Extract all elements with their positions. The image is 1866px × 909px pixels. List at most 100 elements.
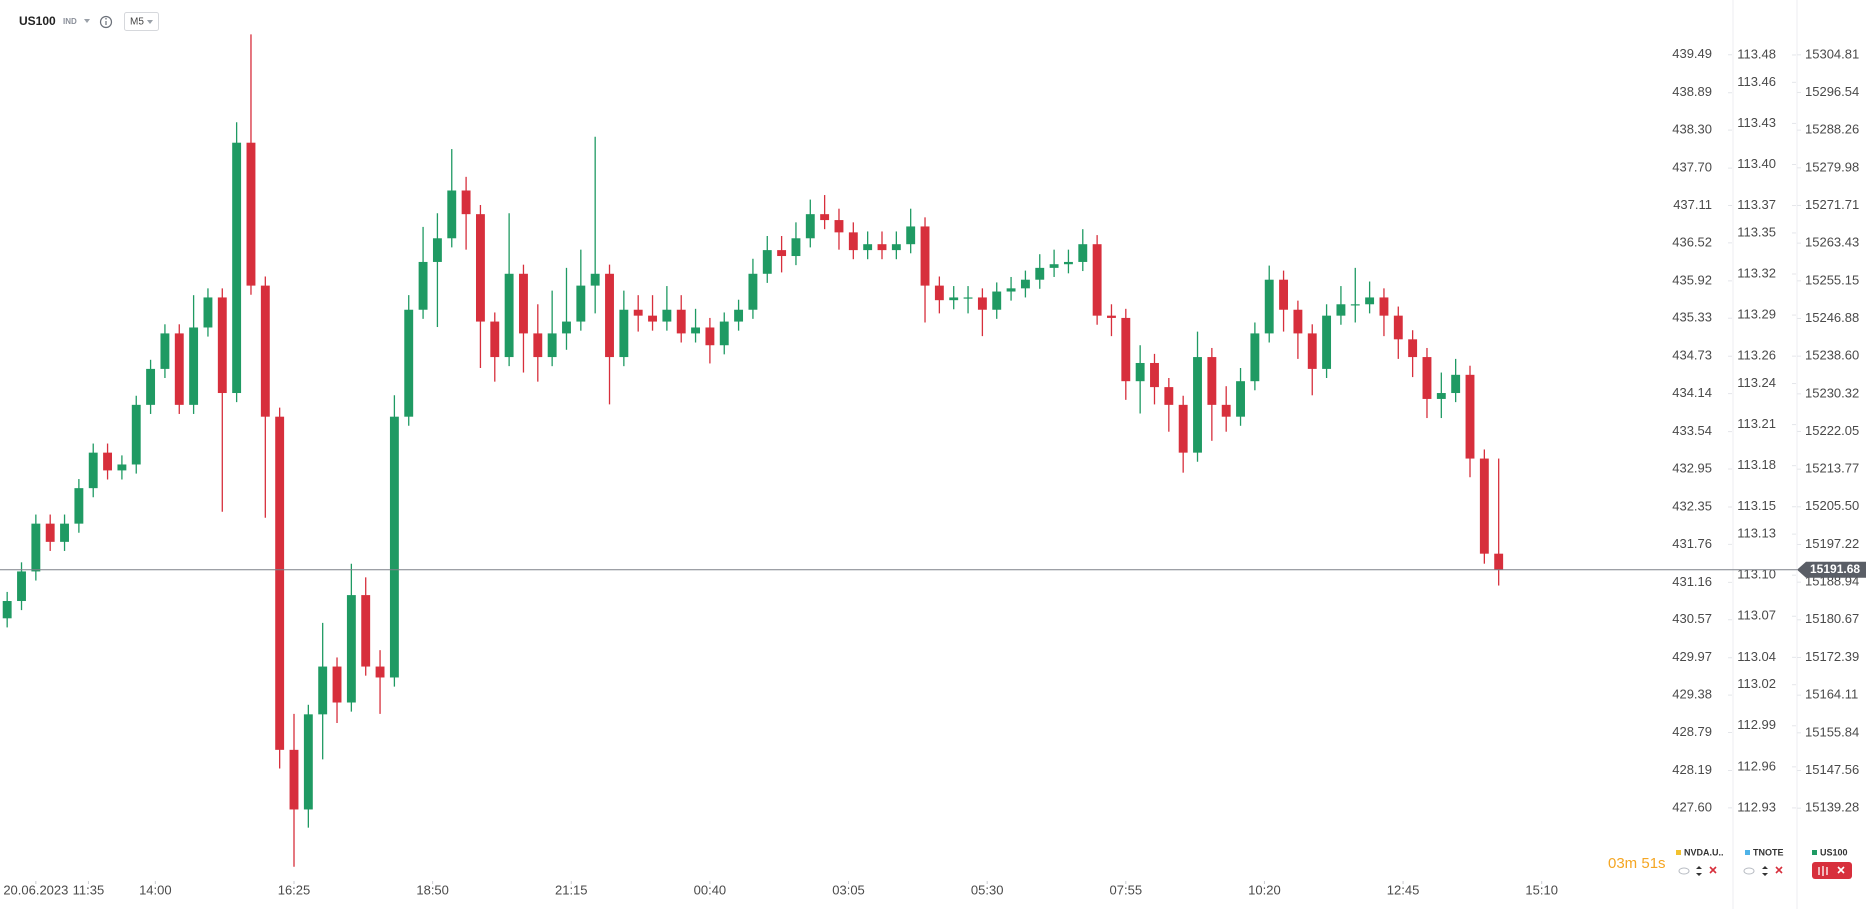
y-tick-label: 429.97 — [1672, 649, 1712, 664]
candle-body — [1164, 387, 1174, 405]
x-tick-label: 00:40 — [694, 882, 727, 897]
dropdown-caret[interactable] — [84, 19, 90, 23]
candle-body — [863, 244, 873, 251]
candle-body — [432, 238, 442, 262]
candle-body — [762, 250, 772, 274]
info-icon-dot — [105, 18, 107, 20]
candle-body — [1178, 404, 1188, 453]
symbol[interactable]: US100 — [19, 14, 56, 28]
y-tick-label: 112.99 — [1737, 717, 1776, 732]
y-tick-label: 15164.11 — [1805, 687, 1858, 702]
candle-body — [2, 601, 12, 619]
candle-body — [705, 327, 715, 346]
candle-body — [74, 488, 84, 524]
x-tick-label: 15:10 — [1525, 882, 1558, 897]
candle-body — [447, 190, 457, 239]
y-tick-label: 15288.26 — [1805, 122, 1859, 137]
x-tick-label: 16:25 — [278, 882, 311, 897]
y-tick-label: 429.38 — [1672, 687, 1712, 702]
close-icon[interactable] — [1775, 866, 1783, 874]
candle-body — [662, 309, 672, 322]
candle-body — [1307, 333, 1317, 369]
candle-body — [619, 309, 629, 358]
candle-body — [1408, 339, 1418, 358]
legend-label: TNOTE — [1753, 847, 1784, 857]
y-tick-label: 438.30 — [1672, 122, 1712, 137]
candle-body — [748, 273, 758, 310]
candle-body — [1207, 357, 1217, 405]
y-tick-label: 15296.54 — [1805, 84, 1859, 99]
info-icon[interactable] — [99, 15, 113, 29]
candle-body — [1465, 374, 1475, 459]
y-tick-label: 113.02 — [1737, 676, 1776, 691]
eye-icon[interactable] — [1678, 867, 1690, 875]
candle-body — [17, 571, 26, 602]
candle-body — [891, 244, 901, 251]
close-icon[interactable] — [1837, 866, 1845, 874]
candle-body — [1322, 315, 1332, 369]
timeframe-caret — [147, 20, 153, 24]
y-tick-label: 439.49 — [1672, 46, 1712, 61]
candle-body — [117, 464, 127, 471]
current-price-tag — [1797, 561, 1866, 578]
candle-body — [906, 226, 916, 245]
y-tick-label: 435.33 — [1672, 310, 1712, 325]
eye-icon[interactable] — [1743, 867, 1755, 875]
y-tick-label: 432.95 — [1672, 460, 1712, 475]
candle-body — [31, 523, 41, 572]
candle-body — [1049, 264, 1059, 268]
candle-body — [1422, 357, 1432, 399]
candle-body — [1006, 288, 1016, 292]
candle-body — [1264, 279, 1274, 334]
candle-body — [88, 452, 98, 489]
candle-body — [45, 523, 55, 542]
y-tick-label: 15139.28 — [1805, 800, 1859, 815]
y-tick-label: 15279.98 — [1805, 159, 1859, 174]
candle-body — [1107, 315, 1116, 318]
legend-swatch — [1745, 850, 1750, 855]
y-tick-label: 15238.60 — [1805, 348, 1859, 363]
candle-body — [576, 285, 586, 322]
y-tick-label: 438.89 — [1672, 84, 1712, 99]
candle-body — [404, 309, 414, 417]
candle-body — [547, 333, 557, 358]
candle-body — [1250, 333, 1260, 382]
candle-body — [375, 666, 385, 678]
candle-body — [734, 309, 744, 322]
instrument-kind: IND — [63, 17, 77, 26]
y-tick-label: 436.52 — [1672, 234, 1712, 249]
candle-body — [1379, 297, 1389, 316]
candle-body — [820, 214, 830, 221]
candle-body — [1279, 279, 1289, 310]
legend-controls — [1678, 862, 1852, 879]
candle-body — [777, 250, 787, 257]
candle-body — [920, 226, 930, 286]
candle-body — [461, 190, 471, 215]
candle-body — [303, 714, 313, 810]
order-icon[interactable] — [1696, 866, 1702, 876]
candle-body — [103, 452, 113, 471]
candle-body — [146, 368, 156, 405]
y-tick-label: 15147.56 — [1805, 762, 1859, 777]
candle-body — [1035, 267, 1045, 280]
candle-body — [1236, 381, 1245, 417]
y-tick-label: 15172.39 — [1805, 649, 1859, 664]
candle-body — [848, 232, 858, 251]
order-icon[interactable] — [1762, 866, 1768, 876]
y-tick-label: 113.46 — [1737, 74, 1776, 89]
candle-body — [60, 523, 69, 542]
legend-label: US100 — [1820, 847, 1848, 857]
y-tick-label: 113.13 — [1737, 526, 1776, 541]
candle-body — [934, 285, 944, 301]
close-icon[interactable] — [1709, 866, 1717, 874]
y-tick-label: 427.60 — [1672, 799, 1712, 814]
active-button[interactable] — [1812, 862, 1852, 879]
candle-body — [1150, 362, 1159, 388]
candle-body — [475, 214, 485, 322]
timeframe-button[interactable] — [124, 12, 159, 31]
y-tick-label: 113.04 — [1737, 649, 1776, 664]
candle-body — [963, 297, 973, 299]
candle-body — [1135, 362, 1145, 382]
candle-body — [1365, 297, 1375, 305]
